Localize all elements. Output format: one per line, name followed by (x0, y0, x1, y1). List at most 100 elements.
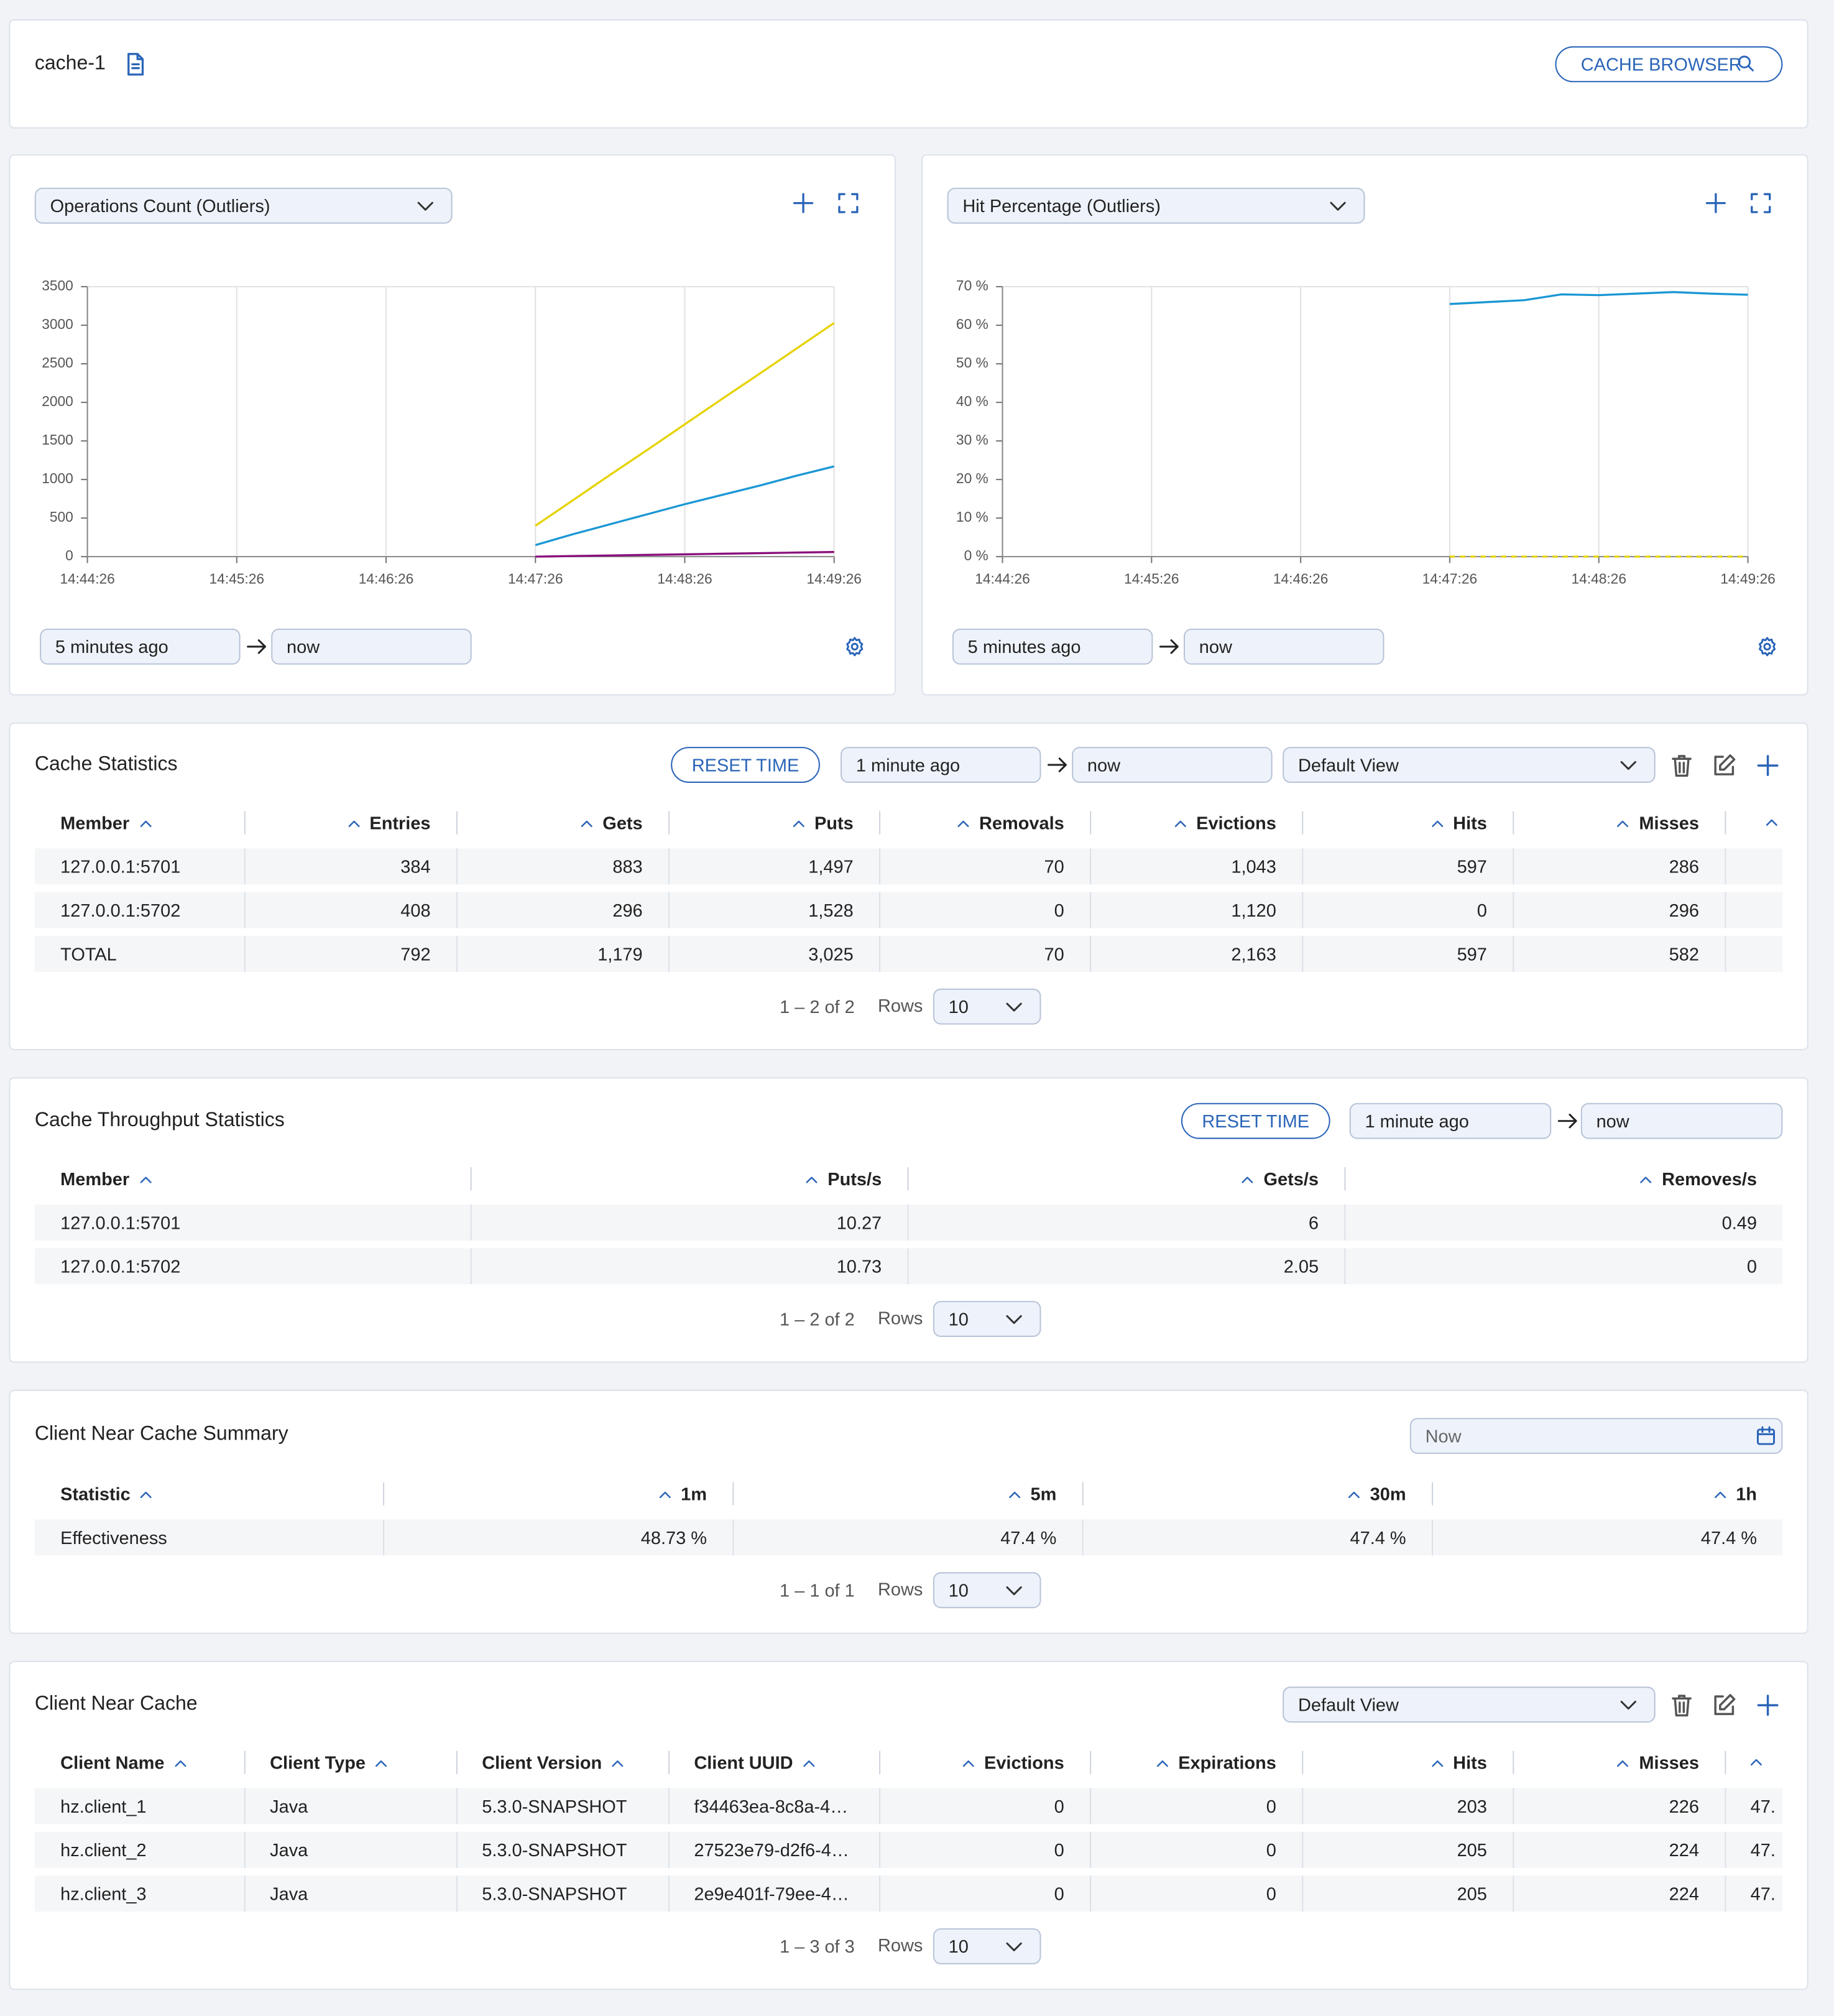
header-label: Client Name (60, 1752, 165, 1773)
add-chart[interactable] (1703, 190, 1728, 216)
cell-divider (470, 1248, 472, 1285)
cell-divider (456, 848, 458, 885)
table-cell: Effectiveness (60, 1527, 167, 1548)
icon-part (127, 53, 144, 76)
icon-part (1431, 1759, 1443, 1767)
column-header[interactable]: Gets/s (1238, 1166, 1319, 1191)
delete-view[interactable] (1668, 752, 1695, 779)
rows-per-page[interactable]: 10 (933, 1301, 1041, 1337)
column-header[interactable]: 1h (1710, 1481, 1757, 1507)
table-cell: 1,528 (808, 900, 854, 921)
chart-settings[interactable] (1756, 635, 1779, 658)
sort-arrow[interactable] (1746, 1752, 1766, 1772)
header-label: Gets/s (1263, 1168, 1319, 1190)
reset-time-button[interactable]: RESET TIME (671, 747, 820, 783)
column-header[interactable]: Entries (344, 810, 431, 835)
icon-part (1159, 639, 1179, 654)
time-to[interactable]: now (271, 628, 472, 665)
time-from[interactable]: 5 minutes ago (952, 628, 1153, 665)
calendar-icon[interactable] (1754, 1425, 1777, 1448)
metric-dropdown[interactable]: Operations Count (Outliers) (34, 187, 453, 224)
chart: 14:44:26 14:45:26 14:46:26 14:47:26 14:48:26… (956, 277, 1776, 586)
cell-divider (1090, 892, 1092, 928)
table-cell: 0.49 (1721, 1212, 1757, 1233)
column-header[interactable]: 30m (1344, 1481, 1406, 1507)
column-header[interactable]: Gets (577, 810, 643, 835)
add-view[interactable] (1754, 1692, 1781, 1719)
edit-view[interactable] (1711, 1692, 1738, 1719)
cell-divider (1302, 848, 1304, 885)
doc-icon[interactable] (122, 52, 147, 77)
column-header[interactable]: Member (60, 1166, 155, 1191)
column-header[interactable]: Client Version (482, 1750, 627, 1775)
column-header[interactable]: Member (60, 810, 155, 835)
column-header[interactable]: Hits (1427, 810, 1487, 835)
sort-arrow (655, 1484, 675, 1504)
time-to[interactable]: now (1183, 628, 1385, 665)
add-chart[interactable] (790, 190, 816, 216)
x-tick-label: 14:47:26 (1422, 570, 1478, 586)
column-header[interactable]: Misses (1613, 810, 1699, 835)
cell-divider (1513, 935, 1514, 972)
table-cell: 883 (612, 856, 643, 877)
column-header[interactable]: Puts (789, 810, 854, 835)
column-header[interactable]: Client UUID (694, 1750, 819, 1775)
fullscreen[interactable] (1748, 190, 1774, 216)
cell-divider (1090, 848, 1092, 885)
table-cell: 47.4 % (1350, 1527, 1406, 1548)
arrow (1158, 635, 1181, 658)
column-header[interactable]: 1m (655, 1481, 707, 1507)
table-cell: 127.0.0.1:5702 (60, 900, 181, 921)
rows-per-page[interactable]: 10 (933, 1572, 1041, 1609)
table-cell: 0 (1266, 1796, 1276, 1817)
row-background (34, 848, 1783, 885)
time-from[interactable]: 1 minute ago (841, 747, 1041, 783)
time-to[interactable]: now (1072, 747, 1273, 783)
time-to[interactable]: now (1580, 1103, 1783, 1139)
header-divider (1431, 1482, 1434, 1505)
header-divider (668, 1750, 670, 1774)
column-header[interactable]: Puts/s (802, 1166, 882, 1191)
column-header[interactable]: Statistic (60, 1481, 156, 1507)
table-cell: 1,120 (1231, 900, 1276, 921)
rows-per-page[interactable]: 10 (933, 988, 1041, 1025)
table-cell: 10.27 (836, 1212, 882, 1233)
icon-part (1617, 1759, 1629, 1767)
rows-per-page[interactable]: 10 (933, 1928, 1041, 1964)
y-tick-label: 30 % (956, 432, 988, 448)
chart-settings[interactable] (843, 635, 866, 658)
column-header[interactable]: Removals (954, 810, 1064, 835)
date-picker[interactable]: Now (1409, 1418, 1783, 1454)
column-header[interactable]: Evictions (959, 1750, 1064, 1775)
column-header[interactable]: Client Type (270, 1750, 391, 1775)
y-tick-label: 40 % (956, 393, 988, 409)
icon-part (1620, 761, 1636, 770)
header-divider (879, 811, 881, 835)
cell-divider (244, 1788, 246, 1824)
header-divider (1344, 1167, 1346, 1191)
add-view[interactable] (1754, 752, 1781, 779)
edit-view[interactable] (1711, 752, 1738, 779)
cell-divider (1725, 1831, 1726, 1868)
column-header[interactable]: Misses (1613, 1750, 1699, 1775)
cache-browser-button[interactable]: CACHE BROWSER (1555, 46, 1783, 83)
header-label: 1m (681, 1483, 707, 1504)
time-from[interactable]: 1 minute ago (1349, 1103, 1552, 1139)
time-from[interactable]: 5 minutes ago (40, 628, 241, 665)
column-header[interactable]: Expirations (1153, 1750, 1276, 1775)
arrow (1557, 1109, 1580, 1132)
fullscreen[interactable] (836, 190, 861, 216)
column-header[interactable]: Hits (1427, 1750, 1487, 1775)
column-header[interactable]: Removes/s (1636, 1166, 1757, 1191)
column-header[interactable]: 5m (1005, 1481, 1056, 1507)
reset-time-button[interactable]: RESET TIME (1181, 1103, 1330, 1139)
column-header[interactable]: Evictions (1171, 810, 1276, 835)
icon-part (957, 820, 969, 826)
view-dropdown[interactable]: Default View (1283, 1686, 1656, 1723)
metric-dropdown[interactable]: Hit Percentage (Outliers) (947, 187, 1365, 224)
sort-arrow[interactable] (1762, 813, 1781, 832)
delete-view[interactable] (1668, 1692, 1695, 1719)
icon-part (1006, 1002, 1022, 1012)
column-header[interactable]: Client Name (60, 1750, 190, 1775)
view-dropdown[interactable]: Default View (1283, 747, 1656, 783)
